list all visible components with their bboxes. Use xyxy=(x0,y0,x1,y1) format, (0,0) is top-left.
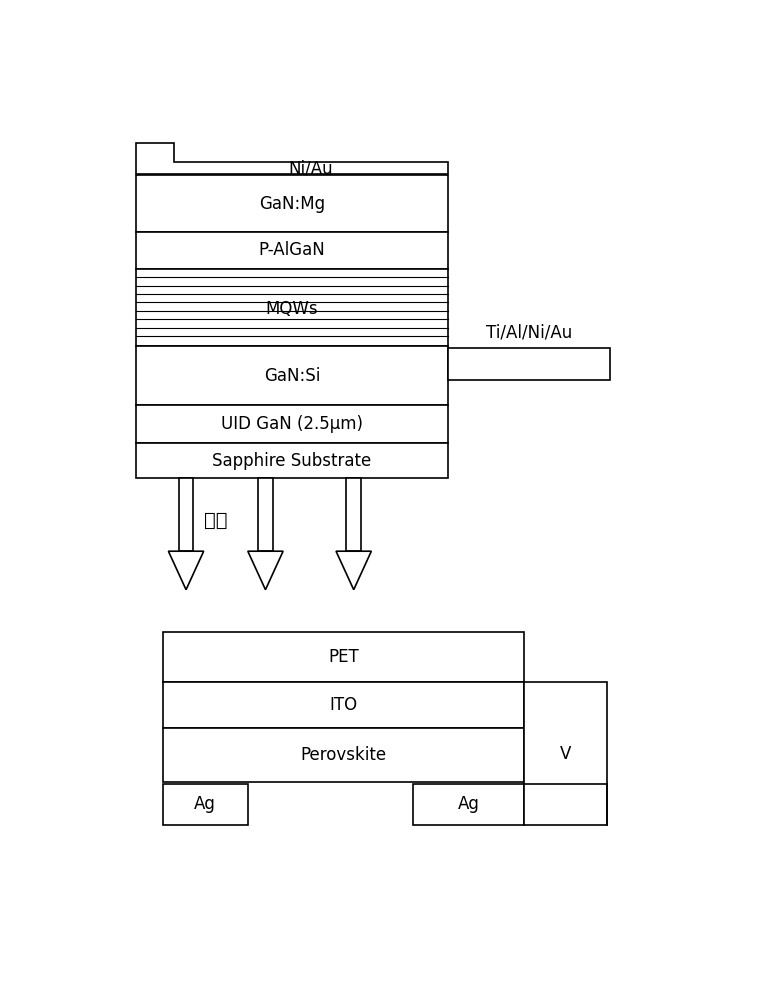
Polygon shape xyxy=(247,551,283,590)
Bar xyxy=(162,784,247,825)
Bar xyxy=(136,443,448,478)
Text: GaN:Si: GaN:Si xyxy=(263,367,320,385)
Bar xyxy=(162,728,524,782)
Text: Ag: Ag xyxy=(194,795,216,813)
Bar xyxy=(136,232,448,269)
Text: 蓝光: 蓝光 xyxy=(203,511,227,530)
Text: ITO: ITO xyxy=(329,696,357,714)
Bar xyxy=(136,346,448,405)
Text: Ni/Au: Ni/Au xyxy=(288,159,333,177)
Polygon shape xyxy=(336,551,371,590)
Text: Perovskite: Perovskite xyxy=(301,746,386,764)
Polygon shape xyxy=(168,551,203,590)
Text: MQWs: MQWs xyxy=(266,300,318,318)
Bar xyxy=(136,175,448,232)
Bar xyxy=(162,632,524,682)
Bar xyxy=(136,269,448,346)
Bar xyxy=(346,478,361,551)
Text: PET: PET xyxy=(328,648,359,666)
Bar xyxy=(413,784,524,825)
Text: V: V xyxy=(560,745,571,763)
Bar xyxy=(136,405,448,443)
Text: P-AlGaN: P-AlGaN xyxy=(259,241,326,259)
Text: Ti/Al/Ni/Au: Ti/Al/Ni/Au xyxy=(486,324,572,342)
Bar xyxy=(258,478,272,551)
Text: GaN:Mg: GaN:Mg xyxy=(259,195,325,213)
Text: Sapphire Substrate: Sapphire Substrate xyxy=(213,452,372,470)
Bar xyxy=(448,348,609,380)
Bar xyxy=(178,478,194,551)
Bar xyxy=(524,682,606,825)
Text: Ag: Ag xyxy=(458,795,480,813)
Bar xyxy=(162,682,524,728)
Polygon shape xyxy=(136,143,448,174)
Text: UID GaN (2.5μm): UID GaN (2.5μm) xyxy=(221,415,363,433)
